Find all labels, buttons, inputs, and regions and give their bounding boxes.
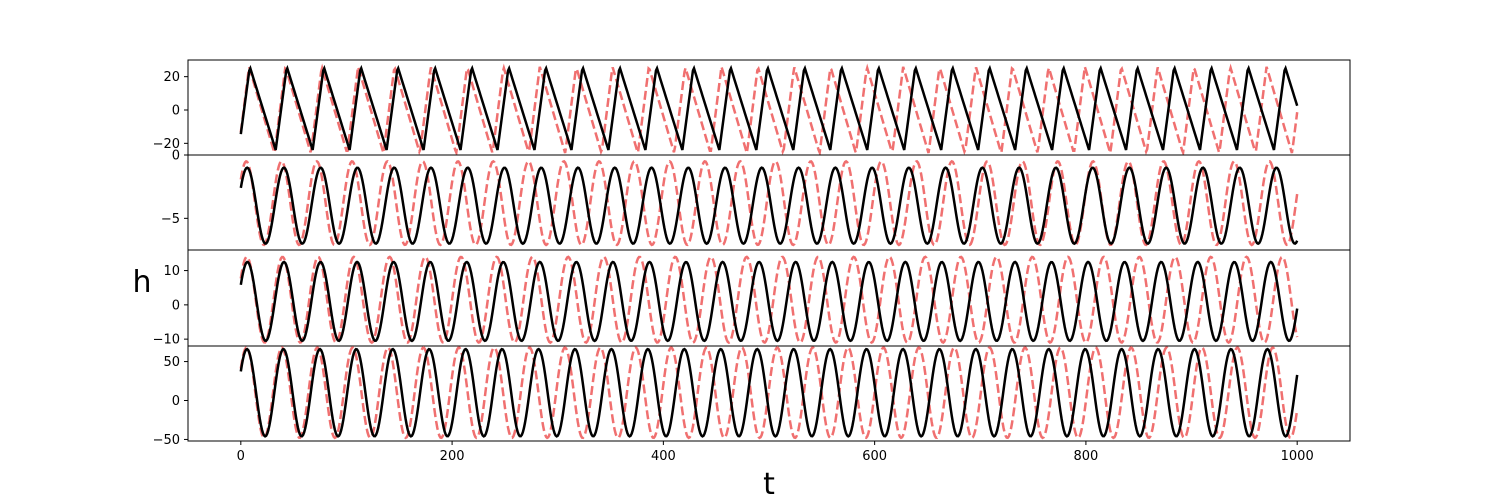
reference-series-line bbox=[239, 255, 1299, 345]
y-tick-label: −50 bbox=[153, 433, 180, 448]
x-axis-title: t bbox=[763, 467, 775, 496]
x-axis: 0 200 400 600 800 1000 bbox=[237, 441, 1314, 464]
x-tick-label: 200 bbox=[440, 449, 465, 464]
prediction-series-line bbox=[239, 64, 1299, 151]
y-tick-label: 20 bbox=[163, 70, 180, 85]
panel-2: −5 0 bbox=[161, 149, 1351, 251]
y-axis-title: h bbox=[132, 265, 151, 300]
panel-4: −50 0 50 bbox=[153, 345, 1351, 448]
y-tick-label: 50 bbox=[163, 355, 180, 370]
y-tick-label: 0 bbox=[172, 298, 180, 313]
y-tick-label: −20 bbox=[153, 137, 180, 152]
panel-3: −10 0 10 bbox=[153, 249, 1351, 348]
x-tick-label: 0 bbox=[237, 449, 245, 464]
y-tick-label: 0 bbox=[172, 149, 180, 164]
prediction-series-line bbox=[239, 166, 1299, 246]
prediction-series-line bbox=[239, 347, 1299, 438]
y-tick-label: −10 bbox=[153, 333, 180, 348]
x-tick-label: 1000 bbox=[1281, 449, 1314, 464]
reference-series-line bbox=[239, 63, 1299, 155]
reference-series-line bbox=[239, 346, 1299, 440]
y-tick-label: 0 bbox=[172, 104, 180, 119]
prediction-series-line bbox=[239, 260, 1299, 343]
y-tick-label: 0 bbox=[172, 394, 180, 409]
x-tick-label: 400 bbox=[651, 449, 676, 464]
y-tick-label: −5 bbox=[161, 212, 180, 227]
x-tick-label: 800 bbox=[1073, 449, 1098, 464]
x-tick-label: 600 bbox=[862, 449, 887, 464]
panel-1: −20 0 20 bbox=[153, 59, 1351, 156]
y-tick-label: 10 bbox=[163, 264, 180, 279]
panel-frame bbox=[187, 345, 1351, 442]
reference-series-line bbox=[239, 159, 1299, 247]
